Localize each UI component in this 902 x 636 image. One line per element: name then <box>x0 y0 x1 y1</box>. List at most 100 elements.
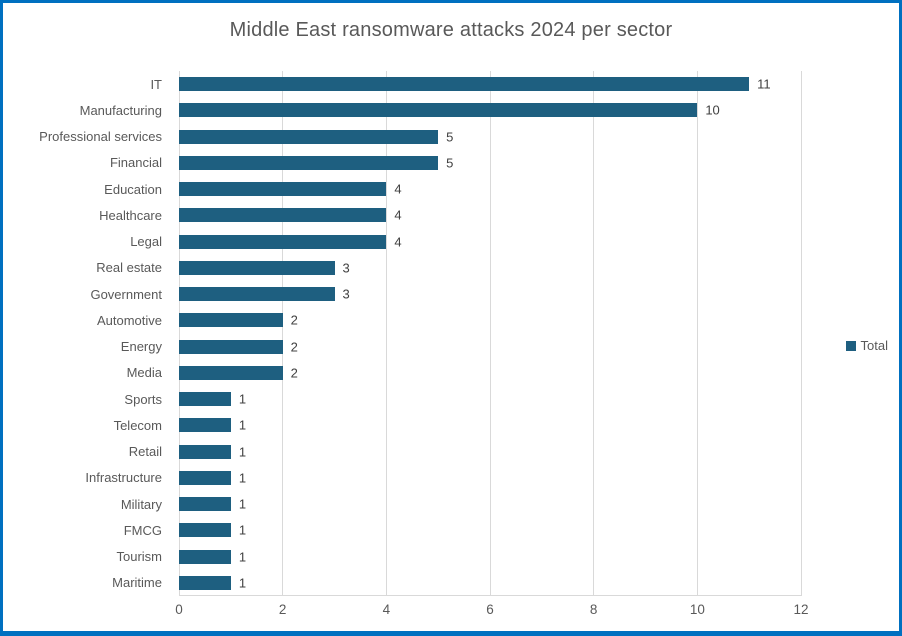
x-tick-label: 8 <box>589 602 598 617</box>
x-tick-label: 0 <box>175 602 183 617</box>
category-label: Sports <box>124 391 162 407</box>
data-label: 2 <box>290 339 298 355</box>
bar[interactable] <box>179 182 387 197</box>
bar-row: 1 <box>179 491 801 517</box>
bar-row: 1 <box>179 570 801 596</box>
bar-row: 1 <box>179 517 801 543</box>
x-tick-label: 4 <box>382 602 391 617</box>
data-label: 3 <box>342 286 350 302</box>
category-label: IT <box>150 76 162 92</box>
bar-row: 4 <box>179 202 801 228</box>
bar-row: 2 <box>179 360 801 386</box>
category-label: Government <box>90 286 162 302</box>
bar-row: 1 <box>179 439 801 465</box>
bar-row: 5 <box>179 124 801 150</box>
category-label: Maritime <box>112 575 162 591</box>
value-axis: 0 2 4 6 8 10 12 <box>175 602 808 622</box>
data-label: 1 <box>238 444 247 460</box>
legend-swatch-icon <box>845 340 856 351</box>
bar-row: 4 <box>179 229 801 255</box>
data-label: 1 <box>238 417 247 433</box>
bar[interactable] <box>179 313 283 328</box>
category-label: Retail <box>128 444 162 460</box>
category-label: Military <box>120 496 162 512</box>
data-label: 4 <box>394 207 402 223</box>
bar[interactable] <box>179 260 335 275</box>
bar[interactable] <box>179 497 231 512</box>
x-tick-label: 6 <box>486 602 494 617</box>
bar[interactable] <box>179 77 750 92</box>
data-label: 1 <box>238 470 247 486</box>
bar[interactable] <box>179 234 387 249</box>
category-label: Legal <box>130 234 162 250</box>
category-label: Healthcare <box>99 207 162 223</box>
bar[interactable] <box>179 418 231 433</box>
legend-label: Total <box>860 338 888 353</box>
category-label: Tourism <box>116 549 162 565</box>
bar-row: 1 <box>179 544 801 570</box>
category-label: Professional services <box>39 129 162 145</box>
category-label: Infrastructure <box>85 470 162 486</box>
legend[interactable]: Total <box>845 338 888 353</box>
data-label: 5 <box>446 155 454 171</box>
gridline <box>282 71 284 596</box>
bar[interactable] <box>179 365 283 380</box>
bar[interactable] <box>179 392 231 407</box>
bar-row: 3 <box>179 281 801 307</box>
gridline <box>385 71 387 596</box>
bar[interactable] <box>179 470 231 485</box>
chart-title: Middle East ransomware attacks 2024 per … <box>229 19 673 41</box>
bar[interactable] <box>179 523 231 538</box>
category-label: Telecom <box>113 417 162 433</box>
bar-row: 10 <box>179 97 801 123</box>
x-axis-line <box>179 595 801 596</box>
data-label: 10 <box>705 102 720 118</box>
bar-row: 2 <box>179 307 801 333</box>
data-label: 2 <box>290 365 298 381</box>
gridline <box>696 71 698 596</box>
category-label: Energy <box>120 339 162 355</box>
category-label: Real estate <box>96 260 162 276</box>
bar-row: 1 <box>179 412 801 438</box>
bar-row: 11 <box>179 71 801 97</box>
data-label: 4 <box>394 234 402 250</box>
category-label: Media <box>126 365 162 381</box>
bar-row: 2 <box>179 334 801 360</box>
bar[interactable] <box>179 444 231 459</box>
bar[interactable] <box>179 129 439 144</box>
data-label: 4 <box>394 181 402 197</box>
gridline <box>489 71 491 596</box>
bar-row: 1 <box>179 386 801 412</box>
bar[interactable] <box>179 575 231 590</box>
x-tick-label: 2 <box>278 602 287 617</box>
data-label: 2 <box>290 312 298 328</box>
bar-row: 3 <box>179 255 801 281</box>
bar-row: 1 <box>179 465 801 491</box>
bar[interactable] <box>179 155 439 170</box>
x-tick-label: 12 <box>793 602 809 617</box>
category-axis: IT Manufacturing Professional services Fina… <box>3 71 171 596</box>
bar[interactable] <box>179 103 698 118</box>
category-label: Automotive <box>96 312 162 328</box>
gridline <box>593 71 595 596</box>
data-label: 1 <box>238 575 247 591</box>
category-label: Financial <box>109 155 162 171</box>
gridline <box>178 71 180 596</box>
data-label: 1 <box>238 522 247 538</box>
gridline <box>800 71 802 596</box>
category-label: Education <box>104 181 162 197</box>
data-label: 11 <box>757 76 771 92</box>
bar[interactable] <box>179 287 335 302</box>
bar[interactable] <box>179 208 387 223</box>
x-tick-label: 10 <box>689 602 705 617</box>
data-label: 1 <box>238 391 247 407</box>
data-label: 5 <box>446 129 454 145</box>
bar-row: 5 <box>179 150 801 176</box>
bar[interactable] <box>179 339 283 354</box>
category-label: Manufacturing <box>79 102 162 118</box>
bar-row: 4 <box>179 176 801 202</box>
bar[interactable] <box>179 549 231 564</box>
plot-area: 11 10 5 5 4 4 4 3 3 2 2 2 1 1 1 1 1 1 1 1 <box>178 71 802 596</box>
data-label: 3 <box>342 260 350 276</box>
